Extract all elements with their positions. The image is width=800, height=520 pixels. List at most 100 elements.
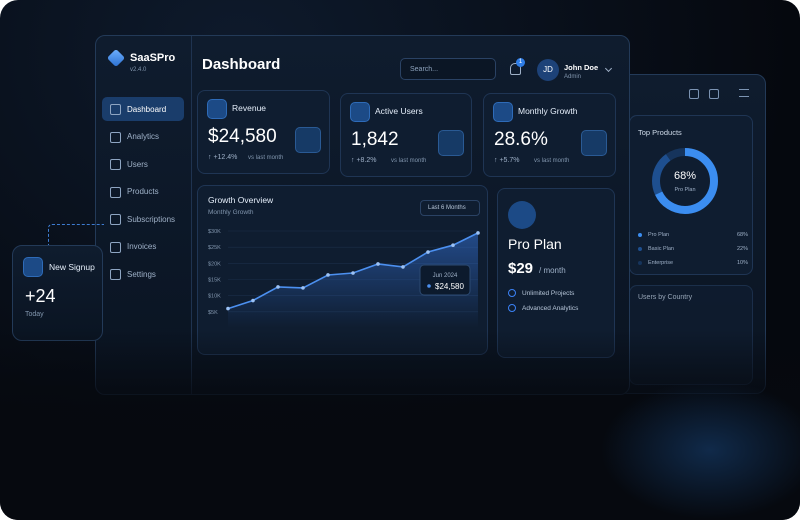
- stat-label: Active Users: [375, 106, 423, 116]
- brand: SaaSPro: [130, 52, 176, 64]
- legend-value: 22%: [736, 246, 748, 252]
- y-tick-label: $15K: [208, 278, 221, 284]
- donut-value: 68%: [674, 170, 696, 182]
- legend-item: Basic Plan 22%: [638, 242, 748, 256]
- legend-name: Enterprise: [648, 260, 674, 266]
- plan-price: $29: [508, 260, 534, 277]
- stat-label: Monthly Growth: [518, 106, 578, 116]
- nav-item[interactable]: Analytics: [102, 125, 184, 149]
- feature: Unlimited Projects: [508, 289, 578, 297]
- point: [326, 273, 330, 277]
- check-icon: [508, 289, 516, 297]
- stat-value: $24,580: [208, 126, 277, 147]
- upload-icon[interactable]: [709, 89, 719, 99]
- point: [401, 265, 405, 269]
- plan-card: Pro Plan $29 / month Unlimited Projects A…: [497, 188, 615, 358]
- stat-value: 28.6%: [494, 129, 548, 150]
- nav-item[interactable]: Users: [102, 152, 184, 176]
- search-placeholder: Search...: [410, 66, 439, 73]
- card-title: Top Products: [638, 128, 682, 137]
- legend: Pro Plan 68% Basic Plan 22% Enterprise 10%: [638, 228, 748, 270]
- point: [376, 262, 380, 266]
- notification-badge: 1: [516, 58, 525, 67]
- legend-name: Pro Plan: [648, 232, 670, 238]
- user-role: Admin: [564, 74, 582, 80]
- tooltip-date: Jun 2024: [433, 273, 458, 279]
- donut-segment: [652, 148, 718, 214]
- point: [226, 306, 230, 311]
- tooltip: Jun 2024 $24,580: [419, 264, 471, 296]
- line-chart: $30K $25K $20K $15K $10K $5K Jun 2024 $24,580: [208, 229, 480, 328]
- y-tick-label: $25K: [208, 245, 221, 251]
- top-products-card: Top Products 68% Pro Plan Pro Plan 68% Bas…: [629, 115, 753, 275]
- legend-value: 10%: [736, 260, 748, 266]
- nav-item[interactable]: Products: [102, 180, 184, 204]
- y-tick-label: $30K: [208, 229, 221, 235]
- stat-card: Monthly Growth 28.6% ↑ +5.7% vs last month: [483, 93, 616, 177]
- legend-swatch: [638, 233, 642, 237]
- stat-card: Revenue $24,580 ↑ +12.4% vs last month: [197, 90, 330, 174]
- point: [351, 271, 355, 275]
- point: [476, 231, 480, 235]
- trend-button: [438, 130, 464, 156]
- user-icon: [23, 257, 43, 277]
- nav: Dashboard Analytics Users Products Subscript…: [102, 97, 184, 290]
- range-label: Last 6 Months: [428, 205, 466, 211]
- trend-button: [581, 130, 607, 156]
- stat-icon: [207, 99, 227, 119]
- version: v2.4.0: [130, 67, 147, 73]
- signup-value: +24: [25, 286, 56, 306]
- card-title: Growth Overview: [208, 195, 274, 205]
- stat-label: Revenue: [232, 103, 267, 113]
- card-title: New Signup: [49, 262, 95, 272]
- page-title: Dashboard: [202, 56, 281, 73]
- point: [426, 250, 430, 254]
- y-tick-label: $5K: [208, 310, 218, 316]
- avatar[interactable]: JD: [537, 59, 559, 81]
- point: [276, 285, 280, 289]
- tooltip-value: $24,580: [435, 282, 464, 291]
- search-box[interactable]: Search...: [400, 58, 496, 80]
- nav-item[interactable]: Subscriptions: [102, 207, 184, 231]
- logo: [106, 48, 126, 68]
- donut-label: Pro Plan: [674, 187, 695, 193]
- point: [251, 298, 255, 303]
- signup-card: New Signup +24 Today: [12, 245, 103, 341]
- glow: [600, 380, 800, 520]
- y-tick-label: $20K: [208, 261, 221, 267]
- signup-note: Today: [25, 311, 44, 318]
- stat-icon: [493, 102, 513, 122]
- legend-item: Enterprise 10%: [638, 256, 748, 270]
- stat-change: ↑ +8.2%: [351, 157, 377, 164]
- nav-item[interactable]: Settings: [102, 262, 184, 286]
- donut-chart: 68% Pro Plan: [652, 148, 718, 214]
- nav-item[interactable]: Dashboard: [102, 97, 184, 121]
- donut-segment: [652, 148, 718, 214]
- nav-item[interactable]: Invoices: [102, 235, 184, 259]
- y-tick-label: $10K: [208, 294, 221, 300]
- range-select[interactable]: Last 6 Months: [420, 200, 480, 216]
- stat-change: ↑ +5.7%: [494, 157, 520, 164]
- stat-value: 1,842: [351, 129, 399, 150]
- download-icon[interactable]: [689, 89, 699, 99]
- feature-list: Unlimited Projects Advanced Analytics: [508, 289, 578, 319]
- point: [451, 243, 455, 248]
- trend-button: [295, 127, 321, 153]
- legend-item: Pro Plan 68%: [638, 228, 748, 242]
- card-subtitle: Monthly Growth: [208, 209, 254, 216]
- check-icon: [508, 304, 516, 312]
- menu-icon[interactable]: [739, 89, 749, 97]
- stat-note: vs last month: [248, 155, 284, 161]
- user-name: John Doe: [564, 63, 599, 72]
- bell-icon[interactable]: [510, 63, 521, 75]
- dropdown-icon[interactable]: [604, 64, 613, 73]
- legend-swatch: [638, 261, 642, 265]
- tooltip-box: [419, 264, 471, 296]
- legend-value: 68%: [736, 232, 748, 238]
- stat-change: ↑ +12.4%: [208, 154, 238, 161]
- point: [301, 286, 305, 290]
- growth-card: Growth Overview Monthly Growth Last 6 Mo…: [197, 185, 488, 355]
- stat-note: vs last month: [534, 158, 570, 164]
- feature-label: Unlimited Projects: [522, 289, 575, 297]
